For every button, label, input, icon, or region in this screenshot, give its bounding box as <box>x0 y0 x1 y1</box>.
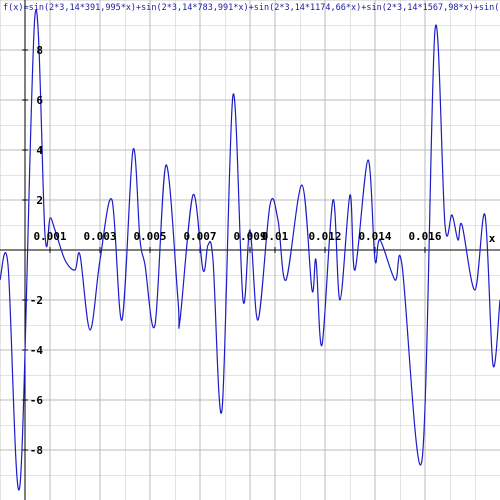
y-tick-label: -2 <box>30 294 43 307</box>
x-axis-label: x <box>489 232 496 245</box>
x-tick-label: 0.003 <box>83 230 116 243</box>
y-tick-label: 4 <box>36 144 43 157</box>
x-tick-label: 0.01 <box>262 230 289 243</box>
y-tick-label: 6 <box>36 94 43 107</box>
y-tick-label: 8 <box>36 44 43 57</box>
y-tick-label: -4 <box>30 344 44 357</box>
x-tick-label: 0.012 <box>308 230 341 243</box>
x-tick-label: 0.009 <box>233 230 266 243</box>
y-tick-label: -6 <box>30 394 44 407</box>
x-tick-label: 0.016 <box>408 230 441 243</box>
x-tick-label: 0.005 <box>133 230 166 243</box>
x-tick-label: 0.014 <box>358 230 391 243</box>
x-tick-label: 0.001 <box>33 230 66 243</box>
x-tick-label: 0.007 <box>183 230 216 243</box>
function-formula: f(x)=sin(2*3,14*391,995*x)+sin(2*3,14*78… <box>3 3 500 13</box>
y-tick-label: 2 <box>36 194 43 207</box>
curve <box>0 9 500 491</box>
y-tick-label: -8 <box>30 444 43 457</box>
function-curve <box>0 9 500 491</box>
